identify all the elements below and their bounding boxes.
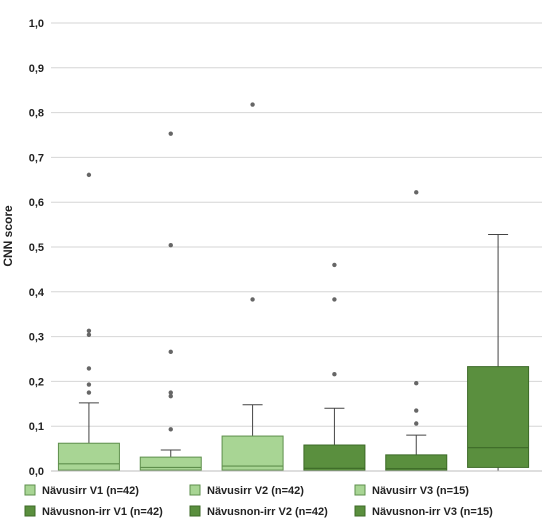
- outlier-point: [168, 390, 173, 395]
- outlier-point: [332, 262, 337, 268]
- y-tick-label: 0,1: [29, 421, 44, 433]
- outlier-point: [86, 332, 92, 338]
- legend-swatch: [24, 484, 36, 496]
- outlier-point: [168, 393, 173, 399]
- legend-swatch: [24, 505, 36, 517]
- outlier-point: [86, 390, 92, 395]
- y-tick-label: 0,5: [29, 242, 44, 254]
- box-iqr: [57, 442, 120, 471]
- box-group: [139, 131, 202, 472]
- y-tick-label: 0,8: [29, 108, 44, 120]
- outlier-point: [250, 102, 255, 107]
- outlier-point: [168, 243, 173, 248]
- outlier-point: [86, 382, 92, 387]
- legend-label: Nävusnon-irr V1 (n=42): [42, 506, 163, 518]
- outlier-point: [414, 380, 419, 386]
- legend-swatch: [189, 505, 201, 517]
- legend-item: Nävusirr V1 (n=42): [24, 484, 139, 497]
- y-tick-label: 0,0: [29, 466, 44, 478]
- outlier-point: [250, 297, 255, 302]
- y-axis-title: CNN score: [1, 205, 15, 267]
- outlier-point: [414, 408, 419, 413]
- legend-label: Nävusnon-irr V2 (n=42): [207, 506, 328, 518]
- outlier-point: [414, 421, 419, 426]
- boxes-layer: [57, 102, 530, 472]
- y-tick-label: 0,6: [29, 197, 44, 209]
- legend-label: Nävusirr V2 (n=42): [207, 485, 304, 497]
- legend-item: Nävusirr V2 (n=42): [189, 484, 304, 497]
- grid-layer: [51, 22, 542, 427]
- legend-swatch: [354, 484, 366, 496]
- legend-label: Nävusirr V3 (n=15): [372, 485, 469, 497]
- legend-label: Nävusnon-irr V3 (n=15): [372, 506, 493, 518]
- legend-swatch: [354, 505, 366, 517]
- legend-item: Nävusirr V3 (n=15): [354, 484, 469, 497]
- y-tick-label: 1,0: [29, 18, 44, 30]
- box-iqr: [139, 456, 202, 471]
- y-tick-label: 0,3: [29, 332, 44, 344]
- box-iqr: [221, 435, 284, 471]
- outlier-point: [86, 366, 92, 371]
- outlier-point: [168, 427, 173, 432]
- y-tick-label: 0,7: [29, 152, 44, 164]
- outlier-point: [168, 131, 173, 136]
- box-iqr: [303, 444, 366, 472]
- y-tick-label: 0,2: [29, 376, 44, 388]
- legend-item: Nävusnon-irr V1 (n=42): [24, 505, 163, 518]
- box-group: [467, 233, 530, 472]
- outlier-point: [332, 372, 337, 377]
- legend-item: Nävusnon-irr V3 (n=15): [354, 505, 493, 518]
- outlier-point: [414, 190, 419, 195]
- legend: Nävusirr V1 (n=42) Nävusirr V2 (n=42) Nävu…: [24, 484, 493, 518]
- legend-label: Nävusirr V1 (n=42): [42, 485, 139, 497]
- y-tick-labels: 0,0 0,1 0,2 0,3 0,4 0,5 0,6 0,7 0,8 0,9 1,0: [29, 18, 45, 478]
- outlier-point: [86, 172, 92, 178]
- outlier-point: [168, 349, 173, 355]
- legend-item: Nävusnon-irr V2 (n=42): [189, 505, 328, 518]
- y-tick-label: 0,9: [29, 63, 44, 75]
- outlier-point: [332, 297, 337, 302]
- outlier-point: [86, 328, 92, 333]
- box-group: [303, 262, 366, 472]
- box-group: [385, 190, 448, 472]
- legend-swatch: [189, 484, 201, 496]
- box-iqr: [467, 366, 530, 468]
- y-tick-label: 0,4: [29, 287, 45, 299]
